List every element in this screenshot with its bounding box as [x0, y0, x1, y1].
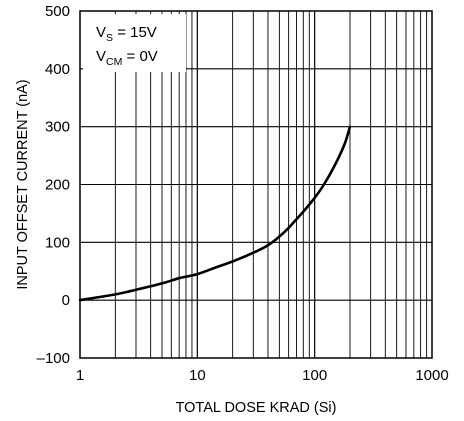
y-tick-label: 400: [45, 61, 70, 78]
y-tick-label: 0: [62, 292, 70, 309]
y-tick-label: 300: [45, 119, 70, 136]
plot-border: [79, 10, 433, 359]
y-tick-label: 200: [45, 177, 70, 194]
x-tick-label: 100: [302, 367, 327, 384]
x-tick-label: 10: [189, 367, 206, 384]
y-tick-labels: –100 0 100 200 300 400 500: [37, 3, 70, 367]
x-tick-label: 1: [76, 367, 84, 384]
y-tick-label: –100: [37, 350, 70, 367]
x-tick-labels: 1 10 100 1000: [76, 367, 449, 384]
y-tick-label: 100: [45, 234, 70, 251]
y-tick-label: 500: [45, 3, 70, 20]
annotation-vs-sub: S: [106, 32, 113, 44]
annotation-vs-main: V: [96, 24, 106, 41]
series-line: [78, 125, 352, 302]
annotation-vcm-rest: = 0V: [122, 48, 157, 65]
annotation-vcm-main: V: [96, 48, 106, 65]
x-tick-label: 1000: [415, 367, 448, 384]
y-axis-label: INPUT OFFSET CURRENT (nA): [15, 79, 31, 289]
annotation-vcm-sub: CM: [106, 56, 122, 68]
x-axis-label: TOTAL DOSE KRAD (Si): [176, 400, 337, 416]
annotation-vs: VS = 15V: [96, 24, 157, 44]
annotation-vs-rest: = 15V: [113, 24, 157, 41]
annotation-vcm: VCM = 0V: [96, 48, 158, 68]
annotation-box: [83, 14, 186, 72]
